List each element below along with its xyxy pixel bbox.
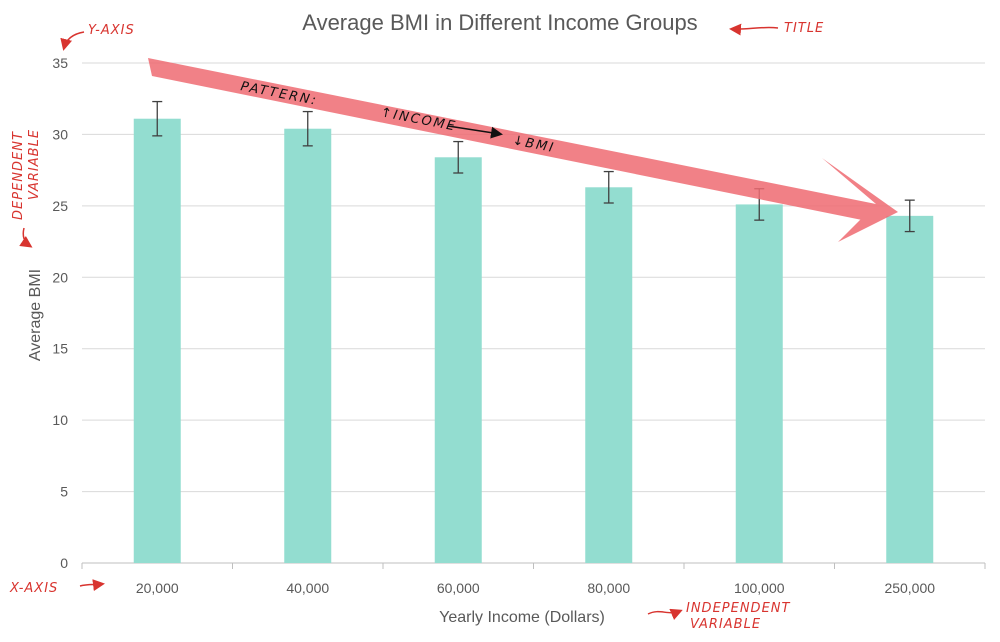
annotation-y-axis-arrow	[60, 31, 85, 51]
x-tick-label: 80,000	[587, 580, 630, 596]
annotation-dependent: DEPENDENT	[11, 131, 26, 220]
bar	[886, 215, 934, 563]
annotation-income-arrow	[447, 125, 503, 139]
bar	[284, 128, 332, 563]
x-tick-label: 20,000	[136, 580, 179, 596]
annotation-independent: INDEPENDENT	[686, 601, 791, 616]
y-tick-label: 10	[52, 412, 68, 428]
y-tick-label: 30	[52, 126, 68, 142]
annotation-x-axis: X-AXIS	[9, 581, 58, 596]
x-tick-label: 40,000	[286, 580, 329, 596]
bars	[133, 118, 934, 564]
gridlines	[81, 62, 986, 569]
annotation-dependent-arrow	[19, 227, 33, 248]
annotation-dependent-2: VARIABLE	[27, 129, 42, 200]
y-tick-labels: 0 5 10 15 20 25 30 35	[52, 55, 68, 571]
bar	[133, 118, 181, 563]
y-axis-label: Average BMI	[27, 269, 44, 361]
annotation-title-arrow	[729, 23, 779, 36]
annotation-x-axis-arrow	[79, 579, 105, 592]
trend-arrow	[148, 58, 898, 242]
y-tick-label: 35	[52, 55, 68, 71]
y-tick-label: 0	[60, 555, 68, 571]
bar	[585, 187, 633, 564]
y-tick-label: 20	[52, 269, 68, 285]
x-tick-label: 60,000	[437, 580, 480, 596]
error-bars	[152, 100, 915, 233]
annotation-title: TITLE	[784, 21, 824, 36]
annotation-independent-2: VARIABLE	[690, 617, 761, 632]
trend-arrow-shaft	[148, 58, 876, 222]
x-tick-label: 250,000	[884, 580, 935, 596]
chart-title: Average BMI in Different Income Groups	[302, 10, 697, 35]
x-axis-label: Yearly Income (Dollars)	[439, 609, 605, 626]
annotation-income: ↑INCOME	[379, 105, 458, 134]
bar	[434, 157, 482, 564]
y-tick-label: 15	[52, 341, 68, 357]
y-tick-label: 5	[60, 484, 68, 500]
y-tick-label: 25	[52, 198, 68, 214]
annotation-pattern: PATTERN:	[239, 79, 319, 109]
trend-arrow-head	[822, 158, 898, 242]
x-tick-label: 100,000	[734, 580, 785, 596]
x-tick-labels: 20,000 40,000 60,000 80,000 100,000 250,000	[136, 580, 935, 596]
annotation-y-axis: Y-AXIS	[88, 23, 135, 38]
bar	[735, 204, 783, 563]
annotation-independent-arrow	[647, 608, 683, 620]
